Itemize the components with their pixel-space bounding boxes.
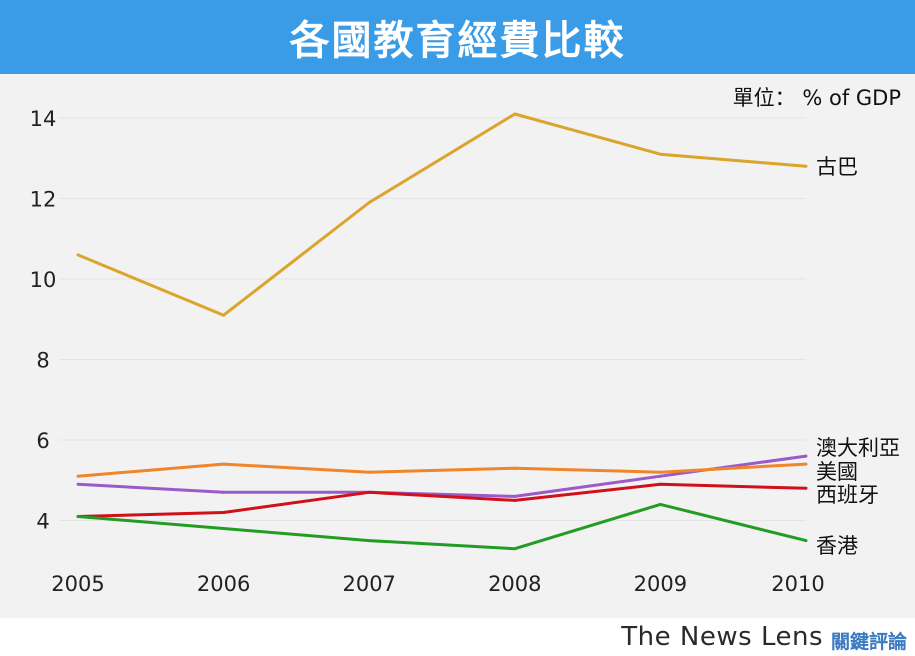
- brand-logo-cn: 關鍵評論: [830, 631, 907, 653]
- series-label-3: 西班牙: [816, 483, 879, 507]
- data-point-0-4: [658, 152, 662, 156]
- series-line-0: [77, 112, 807, 317]
- footer: The News Lens 關鍵評論: [0, 618, 915, 656]
- unit-label: 單位： % of GDP: [732, 86, 901, 110]
- data-point-2-3: [513, 466, 517, 470]
- brand-logo-text: The News Lens: [621, 622, 823, 652]
- data-point-4-5: [804, 539, 808, 543]
- data-point-3-4: [658, 482, 662, 486]
- data-point-3-5: [804, 486, 808, 490]
- data-point-2-0: [76, 474, 80, 478]
- x-tick-label-2007: 2007: [342, 572, 395, 596]
- x-tick-label-2010: 2010: [771, 572, 824, 596]
- data-point-4-1: [222, 527, 226, 531]
- data-point-0-5: [804, 164, 808, 168]
- data-point-1-5: [804, 454, 808, 458]
- series-label-1: 澳大利亞: [816, 436, 900, 460]
- data-point-0-1: [222, 313, 226, 317]
- data-point-3-1: [222, 510, 226, 514]
- data-point-0-0: [76, 253, 80, 257]
- series-line-4: [77, 502, 807, 551]
- y-tick-label-6: 6: [36, 429, 49, 453]
- y-tick-label-4: 4: [36, 510, 49, 534]
- data-point-0-2: [367, 201, 371, 205]
- title-bar: 各國教育經費比較: [0, 0, 915, 74]
- data-point-1-1: [222, 490, 226, 494]
- data-point-0-3: [513, 112, 517, 116]
- y-tick-label-12: 12: [30, 188, 57, 212]
- data-point-4-4: [658, 502, 662, 506]
- data-point-3-2: [367, 490, 371, 494]
- data-point-2-5: [804, 462, 808, 466]
- data-point-4-3: [513, 547, 517, 551]
- series-line-3: [77, 482, 807, 518]
- chart-title: 各國教育經費比較: [289, 18, 626, 64]
- series-line-2: [77, 462, 807, 478]
- x-tick-label-2006: 2006: [197, 572, 250, 596]
- data-point-3-3: [513, 498, 517, 502]
- x-tick-label-2008: 2008: [488, 572, 541, 596]
- data-point-1-4: [658, 474, 662, 478]
- y-tick-label-10: 10: [30, 268, 57, 292]
- data-point-4-2: [367, 539, 371, 543]
- x-tick-label-2005: 2005: [51, 572, 104, 596]
- data-point-1-0: [76, 482, 80, 486]
- data-point-1-3: [513, 494, 517, 498]
- line-chart: 4 6 8 10 12 14 2005 2006 2007 2008 2009 2010 古巴澳大利亞美…: [30, 107, 900, 596]
- data-point-2-2: [367, 470, 371, 474]
- data-point-4-0: [76, 514, 80, 518]
- series-line-1: [77, 454, 807, 498]
- data-point-2-1: [222, 462, 226, 466]
- series-label-0: 古巴: [816, 155, 858, 179]
- x-tick-label-2009: 2009: [634, 572, 687, 596]
- y-tick-label-8: 8: [36, 349, 49, 373]
- data-point-2-4: [658, 470, 662, 474]
- y-tick-label-14: 14: [30, 107, 57, 131]
- series-label-4: 香港: [816, 534, 858, 558]
- series-label-2: 美國: [816, 460, 858, 484]
